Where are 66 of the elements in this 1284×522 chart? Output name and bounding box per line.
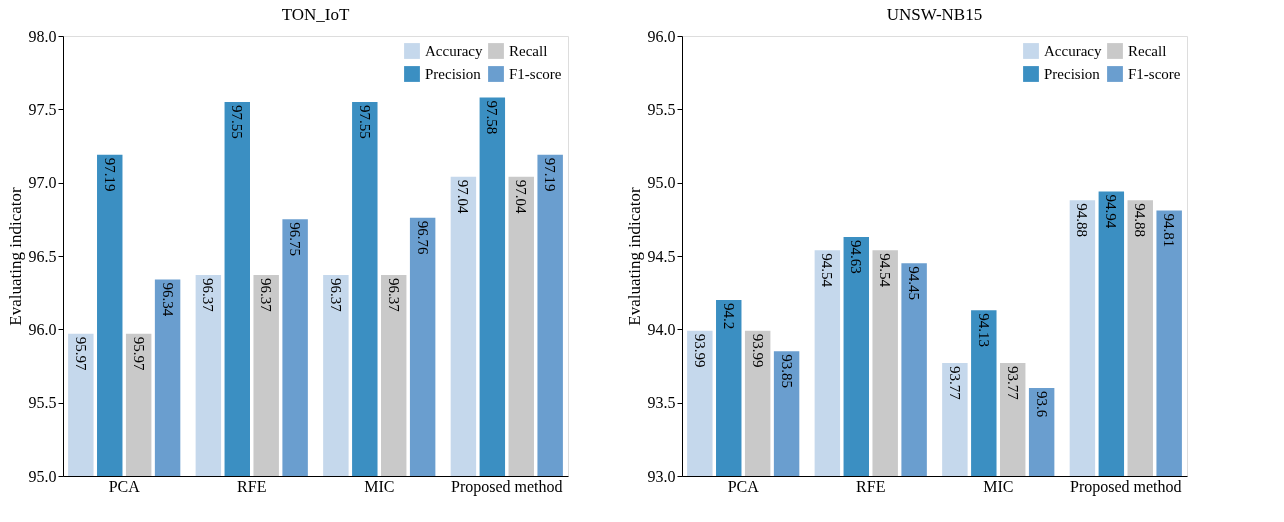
data-label: 95.97 bbox=[130, 336, 147, 371]
data-label: 97.55 bbox=[229, 105, 246, 139]
legend-label: Recall bbox=[509, 43, 548, 59]
y-tick-label: 97.5 bbox=[28, 100, 57, 118]
data-label: 94.2 bbox=[720, 303, 737, 330]
y-tick-label: 96.0 bbox=[28, 320, 57, 338]
y-tick-label: 97.0 bbox=[28, 174, 57, 192]
data-label: 94.54 bbox=[877, 253, 894, 288]
data-label: 96.37 bbox=[385, 278, 402, 313]
y-tick-label: 95.0 bbox=[28, 467, 57, 485]
legend-label: Recall bbox=[1128, 43, 1167, 59]
y-tick-label: 95.5 bbox=[28, 394, 57, 412]
data-label: 96.34 bbox=[159, 282, 176, 317]
data-label: 94.81 bbox=[1161, 213, 1178, 248]
data-label: 97.58 bbox=[484, 100, 501, 135]
legend-label: Precision bbox=[1044, 66, 1101, 82]
data-label: 93.85 bbox=[778, 354, 795, 389]
x-tick-label: MIC bbox=[364, 477, 395, 495]
data-label: 97.19 bbox=[101, 157, 118, 192]
legend-label: Accuracy bbox=[1044, 43, 1102, 59]
y-tick-label: 93.0 bbox=[647, 467, 676, 485]
legend-label: Accuracy bbox=[425, 43, 483, 59]
data-label: 94.45 bbox=[906, 266, 923, 301]
data-label: 93.77 bbox=[1004, 366, 1021, 401]
y-tick-label: 96.0 bbox=[647, 27, 676, 45]
x-tick-label: Proposed method bbox=[1070, 477, 1182, 496]
y-axis-title: Evaluating indicator bbox=[5, 187, 25, 326]
y-axis-title: Evaluating indicator bbox=[624, 187, 644, 326]
data-label: 94.54 bbox=[819, 253, 836, 288]
data-label: 93.6 bbox=[1033, 391, 1050, 418]
data-label: 94.94 bbox=[1103, 194, 1120, 229]
data-label: 96.37 bbox=[200, 278, 217, 313]
data-label: 96.76 bbox=[414, 220, 431, 256]
data-label: 94.88 bbox=[1132, 203, 1149, 238]
chart-title: TON_IoT bbox=[281, 5, 350, 24]
data-label: 93.99 bbox=[749, 333, 766, 368]
x-tick-label: Proposed method bbox=[451, 477, 563, 496]
legend-label: F1-score bbox=[1128, 66, 1181, 82]
data-label: 93.99 bbox=[691, 333, 708, 368]
data-label: 97.04 bbox=[455, 179, 472, 215]
data-label: 96.37 bbox=[258, 278, 275, 313]
x-tick-label: PCA bbox=[727, 477, 760, 495]
data-label: 94.13 bbox=[975, 313, 992, 348]
data-label: 97.04 bbox=[513, 179, 530, 215]
x-tick-label: PCA bbox=[108, 477, 141, 495]
y-tick-label: 95.0 bbox=[647, 174, 676, 192]
x-tick-label: RFE bbox=[856, 477, 886, 495]
y-tick-label: 94.0 bbox=[647, 320, 676, 338]
data-label: 95.97 bbox=[72, 336, 89, 371]
y-tick-label: 94.5 bbox=[647, 247, 676, 265]
y-tick-label: 95.5 bbox=[647, 100, 676, 118]
legend-label: Precision bbox=[425, 66, 482, 82]
data-label: 93.77 bbox=[946, 366, 963, 401]
x-tick-label: RFE bbox=[237, 477, 267, 495]
data-label: 97.19 bbox=[542, 157, 559, 192]
y-tick-label: 96.5 bbox=[28, 247, 57, 265]
data-label: 94.88 bbox=[1074, 203, 1091, 238]
chart-title: UNSW-NB15 bbox=[886, 5, 983, 24]
data-label: 96.37 bbox=[327, 278, 344, 313]
data-label: 94.63 bbox=[848, 239, 865, 274]
x-tick-label: MIC bbox=[983, 477, 1014, 495]
y-tick-label: 98.0 bbox=[28, 27, 57, 45]
legend-label: F1-score bbox=[509, 66, 562, 82]
data-label: 96.75 bbox=[287, 222, 304, 257]
data-label: 97.55 bbox=[356, 105, 373, 139]
y-tick-label: 93.5 bbox=[647, 394, 676, 412]
